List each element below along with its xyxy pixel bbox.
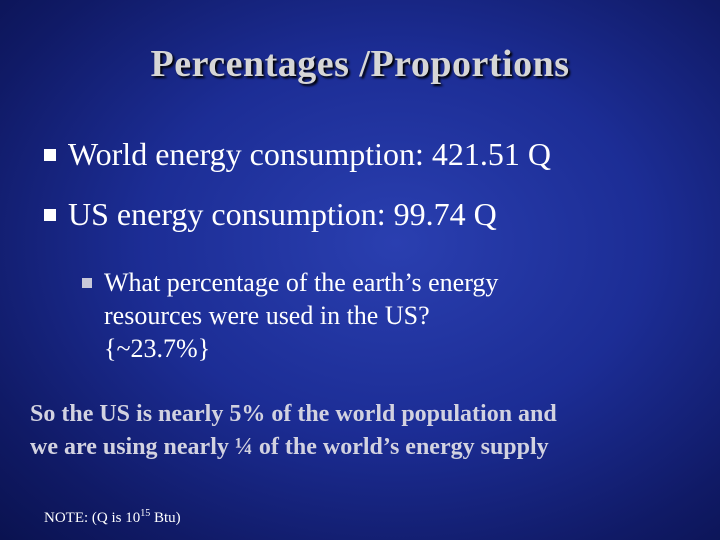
square-bullet-icon — [44, 148, 56, 161]
note-prefix: NOTE: (Q is 10 — [44, 510, 141, 526]
square-bullet-icon — [82, 278, 92, 288]
square-bullet-icon — [44, 208, 56, 221]
slide-title: Percentages /Proportions — [150, 43, 570, 85]
conclusion-line-1: So the US is nearly 5% of the world popu… — [30, 401, 557, 427]
conclusion-line-2: we are using nearly ¼ of the world’s ene… — [30, 434, 549, 460]
note-exponent: 15 — [140, 508, 151, 519]
answer-line: {~23.7%} — [104, 334, 211, 363]
conclusion-text: So the US is nearly 5% of the world popu… — [30, 398, 700, 464]
note-suffix: Btu) — [150, 510, 181, 526]
sub-bullet-question: What percentage of the earth’s energy re… — [82, 266, 642, 365]
bullet-text: World energy consumption: 421.51 Q — [68, 136, 551, 172]
bullet-text: US energy consumption: 99.74 Q — [68, 196, 497, 232]
bullet-us-consumption: US energy consumption: 99.74 Q — [44, 196, 497, 233]
bullet-world-consumption: World energy consumption: 421.51 Q — [44, 136, 551, 173]
question-line-1: What percentage of the earth’s energy — [104, 268, 499, 297]
footnote: NOTE: (Q is 1015 Btu) — [44, 508, 181, 527]
question-line-2: resources were used in the US? — [104, 301, 430, 330]
